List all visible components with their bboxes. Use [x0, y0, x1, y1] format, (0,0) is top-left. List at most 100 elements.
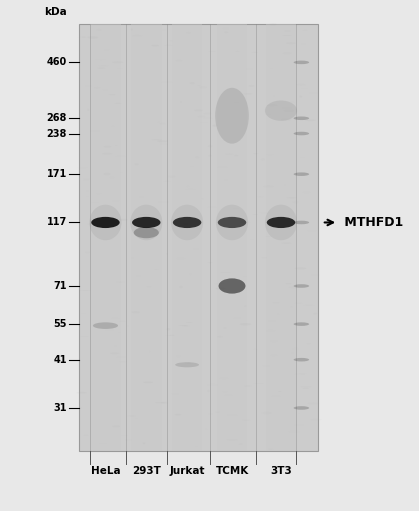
Ellipse shape [132, 311, 140, 313]
Text: 3T3: 3T3 [270, 467, 292, 476]
Ellipse shape [173, 217, 202, 228]
Ellipse shape [135, 163, 139, 165]
Ellipse shape [119, 219, 128, 221]
Text: kDa: kDa [44, 7, 67, 17]
Ellipse shape [235, 51, 239, 52]
Ellipse shape [265, 205, 297, 240]
Ellipse shape [219, 278, 246, 294]
Ellipse shape [294, 284, 309, 288]
Ellipse shape [244, 306, 246, 307]
Ellipse shape [103, 173, 111, 175]
Ellipse shape [175, 414, 181, 415]
Ellipse shape [305, 120, 316, 121]
Ellipse shape [79, 290, 91, 291]
Text: Jurkat: Jurkat [169, 467, 205, 476]
Ellipse shape [294, 117, 309, 120]
Ellipse shape [242, 420, 251, 421]
Ellipse shape [76, 392, 87, 393]
Text: 171: 171 [47, 169, 67, 179]
Ellipse shape [178, 325, 188, 326]
Bar [172, 24, 202, 451]
Bar [79, 24, 318, 451]
Text: 268: 268 [47, 113, 67, 123]
Ellipse shape [216, 288, 226, 290]
Ellipse shape [294, 358, 309, 361]
Ellipse shape [132, 217, 160, 228]
Text: 71: 71 [53, 281, 67, 291]
Ellipse shape [175, 362, 199, 367]
Ellipse shape [301, 43, 306, 44]
Ellipse shape [252, 52, 258, 53]
Ellipse shape [127, 326, 129, 327]
Ellipse shape [151, 44, 159, 47]
Ellipse shape [294, 61, 309, 64]
Ellipse shape [303, 388, 309, 389]
Ellipse shape [207, 390, 210, 392]
Ellipse shape [93, 322, 118, 329]
Ellipse shape [283, 224, 293, 226]
Ellipse shape [269, 24, 277, 26]
Ellipse shape [265, 101, 297, 121]
Ellipse shape [281, 119, 292, 121]
Ellipse shape [89, 205, 122, 240]
Ellipse shape [169, 40, 173, 41]
Ellipse shape [131, 29, 133, 31]
Ellipse shape [285, 283, 292, 284]
Ellipse shape [166, 328, 171, 331]
Ellipse shape [285, 30, 290, 32]
Ellipse shape [286, 42, 296, 44]
Ellipse shape [303, 30, 308, 31]
Text: HeLa: HeLa [91, 467, 120, 476]
Ellipse shape [248, 85, 254, 87]
Ellipse shape [104, 146, 111, 148]
Ellipse shape [97, 67, 105, 69]
Ellipse shape [190, 82, 194, 84]
Ellipse shape [143, 381, 153, 383]
Ellipse shape [240, 323, 251, 326]
Text: 293T: 293T [132, 467, 161, 476]
Bar [131, 24, 162, 451]
Ellipse shape [282, 35, 292, 36]
Ellipse shape [313, 313, 318, 314]
Ellipse shape [87, 36, 98, 39]
Ellipse shape [134, 227, 159, 238]
Ellipse shape [91, 217, 120, 228]
Text: MTHFD1: MTHFD1 [340, 216, 403, 229]
Text: TCMK: TCMK [215, 467, 248, 476]
Ellipse shape [180, 101, 182, 103]
Text: 31: 31 [53, 403, 67, 413]
Text: 55: 55 [53, 319, 67, 329]
Ellipse shape [137, 275, 140, 276]
Ellipse shape [147, 286, 152, 287]
Ellipse shape [294, 406, 309, 410]
Ellipse shape [300, 96, 303, 98]
Ellipse shape [157, 140, 168, 142]
Bar [266, 24, 296, 451]
Ellipse shape [294, 172, 309, 176]
Ellipse shape [155, 402, 166, 403]
Ellipse shape [112, 61, 124, 63]
Ellipse shape [166, 253, 168, 254]
Bar [90, 24, 121, 451]
Ellipse shape [278, 391, 282, 392]
Ellipse shape [216, 205, 248, 240]
Text: 238: 238 [47, 129, 67, 138]
Text: 117: 117 [47, 218, 67, 227]
Ellipse shape [169, 335, 174, 336]
Ellipse shape [218, 217, 246, 228]
Ellipse shape [110, 353, 119, 354]
Ellipse shape [207, 262, 213, 263]
Ellipse shape [130, 205, 163, 240]
Ellipse shape [186, 322, 193, 323]
Ellipse shape [142, 443, 145, 444]
Ellipse shape [267, 105, 278, 106]
Ellipse shape [267, 217, 295, 228]
Text: 41: 41 [53, 355, 67, 365]
Ellipse shape [234, 155, 238, 156]
Ellipse shape [171, 205, 203, 240]
Ellipse shape [253, 383, 264, 384]
Ellipse shape [215, 88, 249, 144]
Ellipse shape [294, 322, 309, 326]
Ellipse shape [116, 282, 125, 283]
Ellipse shape [112, 425, 120, 427]
